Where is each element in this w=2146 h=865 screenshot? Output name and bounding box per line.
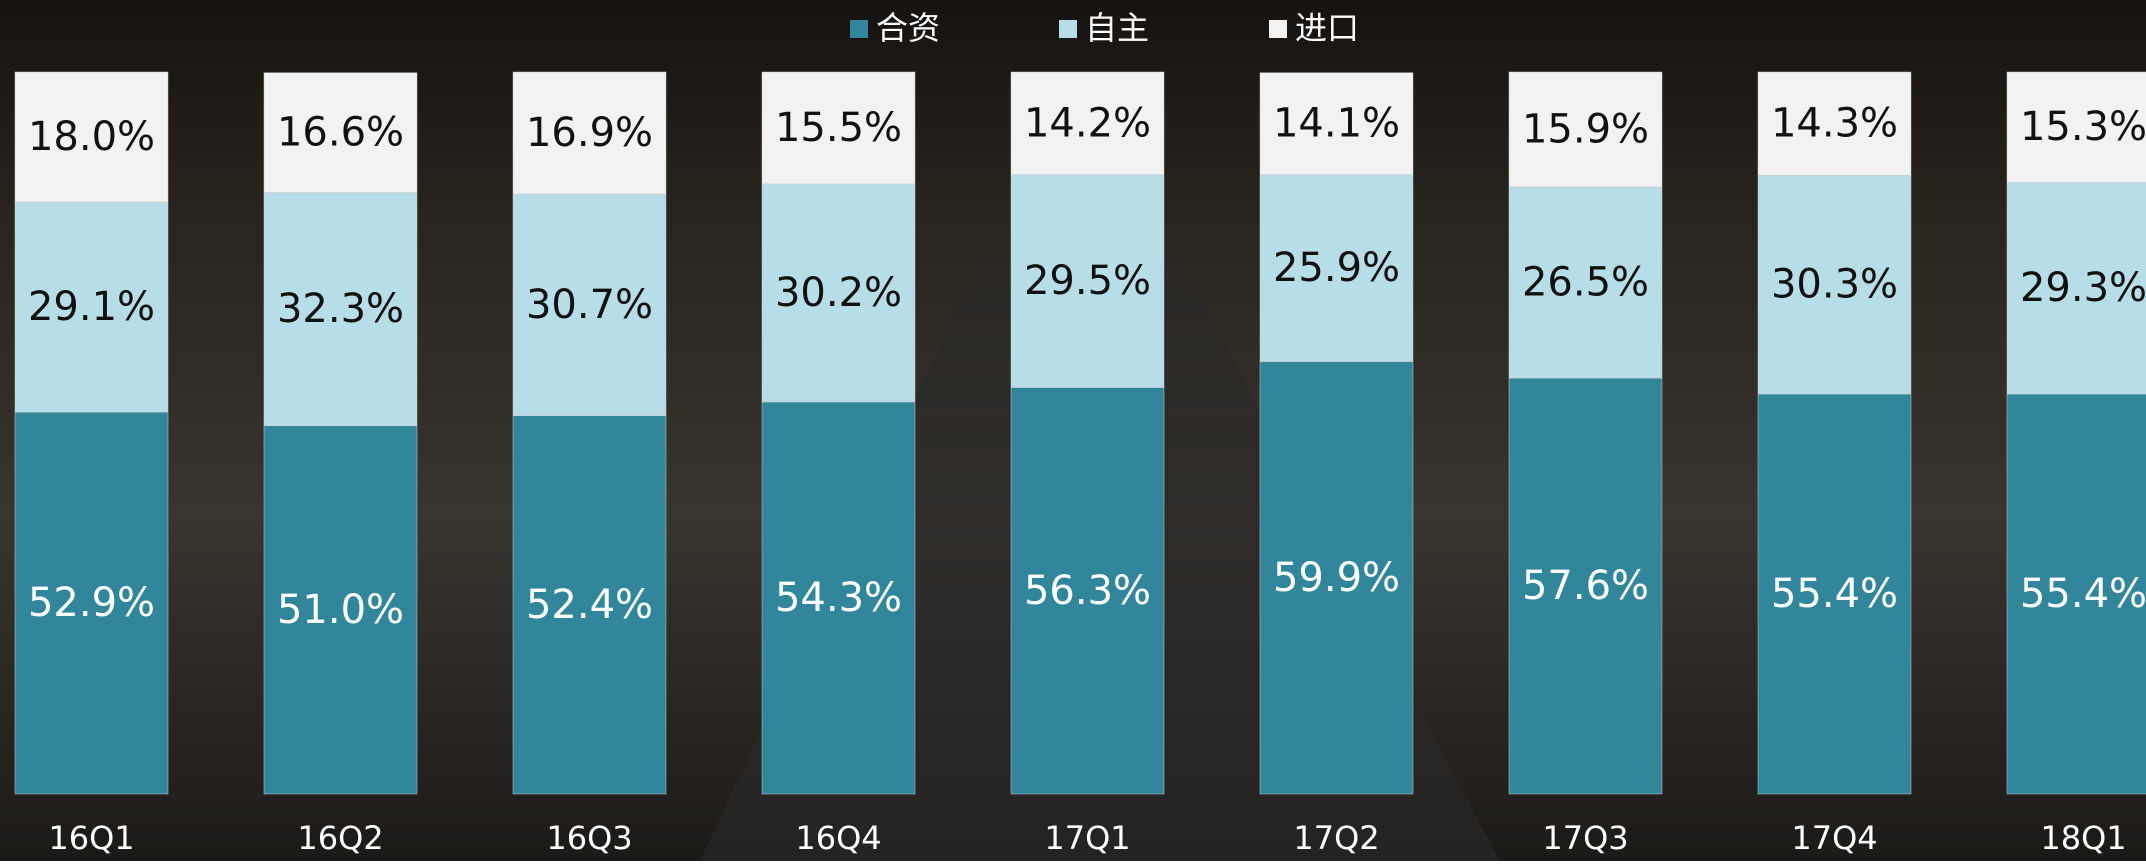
value-label: 55.4% [2020,571,2146,617]
bar-segment [263,72,418,193]
value-label: 59.9% [1273,555,1400,601]
bar-segment [512,71,667,195]
legend-label: 合资 [876,9,940,47]
bar-segment [1757,71,1912,176]
legend-swatch [1059,20,1077,38]
value-label: 25.9% [1273,245,1400,291]
legend-label: 自主 [1085,9,1149,47]
bar-segment [14,201,169,413]
value-label: 26.5% [1522,259,1649,305]
value-label: 32.3% [277,286,404,332]
x-tick-label: 18Q1 [2040,819,2126,857]
bar-segment [2006,182,2146,395]
value-label: 14.2% [1024,100,1151,146]
bar-segment [263,425,418,795]
bar-segment [761,71,916,185]
bar-segment [1508,186,1663,379]
value-label: 16.6% [277,110,404,156]
value-label: 29.1% [28,284,155,330]
value-label: 52.4% [526,582,653,628]
bar-segment [1010,387,1165,795]
bar-segment [1010,174,1165,388]
bar-segment [263,192,418,427]
x-tick-label: 17Q2 [1293,819,1379,857]
value-label: 55.4% [1771,571,1898,617]
bar-segment [1508,71,1663,188]
legend-swatch [850,20,868,38]
value-label: 52.9% [28,580,155,626]
bar-segment [2006,71,2146,183]
value-label: 14.1% [1273,101,1400,147]
bar-segment [761,183,916,403]
legend-swatch [1269,20,1287,38]
value-label: 57.6% [1522,563,1649,609]
bar-segment [1757,393,1912,795]
bar-segment [1259,72,1414,175]
x-tick-label: 17Q4 [1791,819,1877,857]
bar-segment [14,411,169,795]
value-label: 29.3% [2020,265,2146,311]
bar-segment [1010,71,1165,175]
legend-label: 进口 [1295,9,1359,47]
value-label: 16.9% [526,110,653,156]
x-tick-label: 16Q2 [297,819,383,857]
value-label: 30.2% [775,270,902,316]
value-label: 14.3% [1771,101,1898,147]
bar-segment [1508,377,1663,795]
x-tick-label: 16Q4 [795,819,881,857]
value-label: 30.7% [526,282,653,328]
bar-segment [1259,361,1414,795]
value-label: 15.5% [775,105,902,151]
value-label: 15.9% [1522,106,1649,152]
bar-segment [2006,393,2146,795]
x-tick-label: 17Q3 [1542,819,1628,857]
value-label: 56.3% [1024,568,1151,614]
value-label: 51.0% [277,587,404,633]
bar-segment [14,71,169,203]
bar-segment [1259,174,1414,362]
value-label: 30.3% [1771,262,1898,308]
value-label: 54.3% [775,575,902,621]
value-label: 18.0% [28,114,155,160]
value-label: 29.5% [1024,258,1151,304]
bar-segment [512,193,667,416]
x-tick-label: 17Q1 [1044,819,1130,857]
x-tick-label: 16Q1 [48,819,134,857]
value-label: 15.3% [2020,104,2146,150]
x-tick-label: 16Q3 [546,819,632,857]
bar-segment [512,415,667,795]
